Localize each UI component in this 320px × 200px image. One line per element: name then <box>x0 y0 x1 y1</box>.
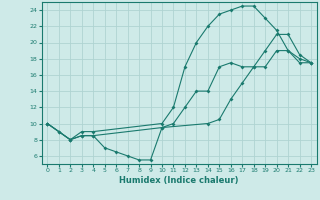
X-axis label: Humidex (Indice chaleur): Humidex (Indice chaleur) <box>119 176 239 185</box>
